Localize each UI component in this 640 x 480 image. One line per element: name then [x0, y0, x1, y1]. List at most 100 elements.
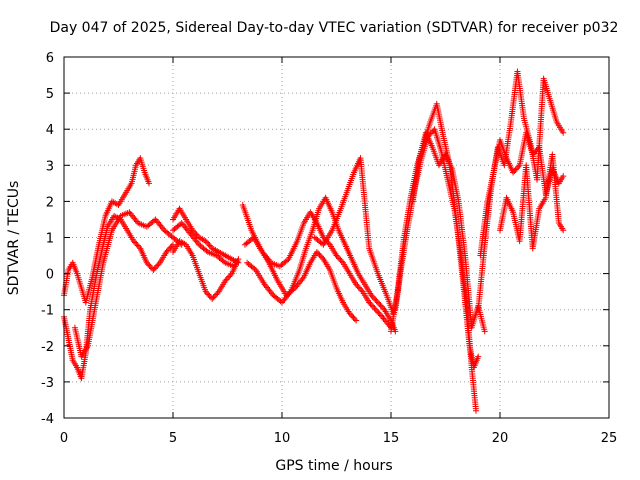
data-point — [350, 314, 357, 321]
series-track-10 — [311, 155, 397, 317]
series-track-13 — [409, 129, 488, 335]
data-point — [249, 235, 256, 242]
y-tick-label: 1 — [46, 232, 54, 247]
data-point — [313, 248, 320, 255]
series-track-4 — [170, 205, 242, 266]
data-point — [511, 168, 518, 175]
data-point — [378, 303, 385, 310]
data-point — [427, 130, 434, 137]
y-tick-label: 3 — [46, 159, 54, 174]
plot-frame — [63, 56, 610, 419]
data-point — [226, 273, 233, 280]
y-tick-label: -4 — [41, 412, 54, 427]
data-point — [211, 292, 218, 299]
data-point — [377, 312, 384, 319]
y-axis-label: SDTVAR / TECUs — [6, 181, 22, 296]
data-point — [377, 302, 384, 309]
data-point — [512, 166, 519, 173]
series-track-3 — [71, 209, 185, 360]
data-point — [193, 231, 200, 238]
data-point — [206, 292, 213, 299]
data-point — [372, 296, 379, 303]
data-point — [368, 292, 375, 299]
data-point — [560, 129, 567, 136]
data-point — [227, 272, 234, 279]
data-point — [338, 258, 345, 265]
data-point — [337, 256, 344, 263]
data-point — [210, 294, 217, 301]
data-point — [192, 230, 199, 237]
data-point — [370, 303, 377, 310]
data-point — [143, 259, 150, 266]
data-point — [371, 305, 378, 312]
data-point — [203, 247, 210, 254]
data-point — [367, 300, 374, 307]
data-point — [205, 291, 212, 298]
data-point — [369, 293, 376, 300]
series-track-16 — [497, 151, 567, 252]
data-point — [354, 282, 361, 289]
data-point — [146, 262, 153, 269]
data-point — [154, 262, 161, 269]
series-track-2 — [61, 155, 153, 306]
x-tick-label: 20 — [492, 431, 509, 446]
x-tick-label: 10 — [274, 431, 291, 446]
data-point — [206, 242, 213, 249]
data-point — [146, 180, 153, 187]
data-point — [473, 407, 480, 414]
x-tick-label: 5 — [169, 431, 177, 446]
data-point — [202, 238, 209, 245]
data-point — [152, 264, 159, 271]
data-point — [235, 256, 242, 263]
y-tick-label: 2 — [46, 195, 54, 210]
data-point — [351, 316, 358, 323]
data-point — [357, 285, 364, 292]
chart-title: Day 047 of 2025, Sidereal Day-to-day VTE… — [50, 20, 619, 36]
y-tick-label: -3 — [41, 376, 54, 391]
data-point — [151, 265, 158, 272]
data-point — [529, 151, 536, 158]
data-point — [134, 242, 141, 249]
data-point — [368, 302, 375, 309]
data-point — [475, 353, 482, 360]
series-track-6 — [170, 220, 238, 270]
data-point — [370, 295, 377, 302]
data-point — [376, 300, 383, 307]
data-point — [514, 165, 521, 172]
data-point — [133, 240, 140, 247]
tick-labels: 0 5 10 15 20 25 -4 -3 -2 -1 0 1 2 3 4 5 6 — [41, 51, 617, 446]
data-point — [560, 227, 567, 234]
data-point — [317, 253, 324, 260]
data-point — [374, 299, 381, 306]
data-point — [319, 254, 326, 261]
data-point — [204, 290, 211, 297]
y-tick-label: 6 — [46, 51, 54, 66]
data-point — [355, 284, 362, 291]
y-tick-label: 4 — [46, 123, 54, 138]
data-point — [380, 305, 387, 312]
data-point — [366, 299, 373, 306]
data-point — [145, 261, 152, 268]
data-point — [318, 240, 325, 247]
data-point — [190, 228, 197, 235]
data-point — [515, 163, 522, 170]
data-point — [353, 317, 360, 324]
series-track-8 — [241, 209, 394, 331]
data-point — [155, 261, 162, 268]
y-tick-label: -1 — [41, 304, 54, 319]
data-point — [372, 306, 379, 313]
data-point — [167, 244, 174, 251]
data-points — [61, 68, 567, 414]
data-point — [533, 147, 540, 154]
data-point — [346, 310, 353, 317]
data-point — [428, 129, 435, 136]
x-tick-label: 0 — [60, 431, 68, 446]
data-point — [224, 274, 231, 281]
data-point — [222, 277, 229, 284]
grid-lines — [64, 57, 609, 418]
y-tick-label: 5 — [46, 87, 54, 102]
data-point — [214, 290, 221, 297]
data-point — [164, 247, 171, 254]
data-point — [376, 311, 383, 318]
